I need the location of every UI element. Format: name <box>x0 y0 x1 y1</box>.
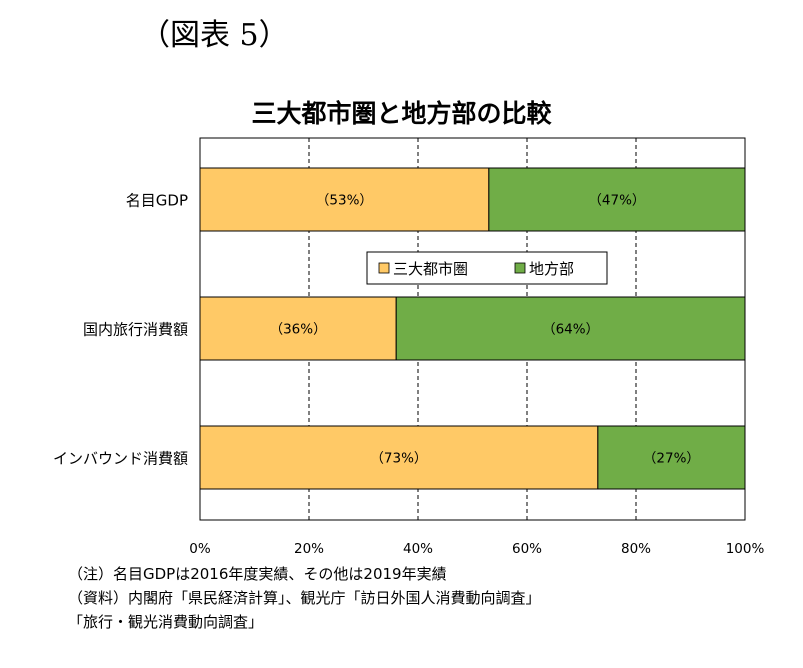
stacked-bar-chart: （53%） （47%） 名目GDP （36%） （64%） 国内旅行消費額 （73%） （27… <box>53 137 765 557</box>
data-label: （27%） <box>643 451 700 467</box>
data-label: （47%） <box>588 193 645 209</box>
legend-swatch <box>514 262 526 274</box>
legend-swatch <box>378 262 390 274</box>
bar-segment-regional <box>597 425 746 490</box>
category-label: インバウンド消費額 <box>53 450 188 468</box>
note-line: （注）名目GDPは2016年度実績、その他は2019年実績 <box>68 565 447 583</box>
data-label: （64%） <box>542 322 599 338</box>
chart-title: 三大都市圏と地方部の比較 <box>251 99 552 128</box>
legend-box <box>366 251 608 285</box>
legend: 三大都市圏 地方部 <box>366 251 608 285</box>
x-tick-label: 100% <box>726 541 765 557</box>
bar-segment-regional <box>395 296 746 361</box>
category-label: 国内旅行消費額 <box>83 321 188 339</box>
x-tick-label: 60% <box>512 541 542 557</box>
bar-segment-metro <box>199 425 599 490</box>
x-tick-label: 20% <box>294 541 324 557</box>
figure-label: （図表 5） <box>140 18 289 53</box>
chart-notes: （注）名目GDPは2016年度実績、その他は2019年実績 （資料）内閣府「県民… <box>68 562 541 634</box>
x-tick-label: 80% <box>621 541 651 557</box>
data-label: （36%） <box>270 322 327 338</box>
data-label: （73%） <box>370 451 427 467</box>
x-tick-label: 0% <box>189 541 211 557</box>
bar-segment-metro <box>199 167 490 232</box>
legend-label: 三大都市圏 <box>393 260 468 278</box>
data-label: （53%） <box>316 193 373 209</box>
bar-segment-metro <box>199 296 397 361</box>
x-tick-label: 40% <box>403 541 433 557</box>
note-line: （資料）内閣府「県民経済計算」、観光庁「訪日外国人消費動向調査」 <box>68 589 541 607</box>
category-label: 名目GDP <box>126 192 188 210</box>
note-line: 「旅行・観光消費動向調査」 <box>68 613 264 631</box>
legend-label: 地方部 <box>529 260 574 278</box>
bar-segment-regional <box>488 167 746 232</box>
